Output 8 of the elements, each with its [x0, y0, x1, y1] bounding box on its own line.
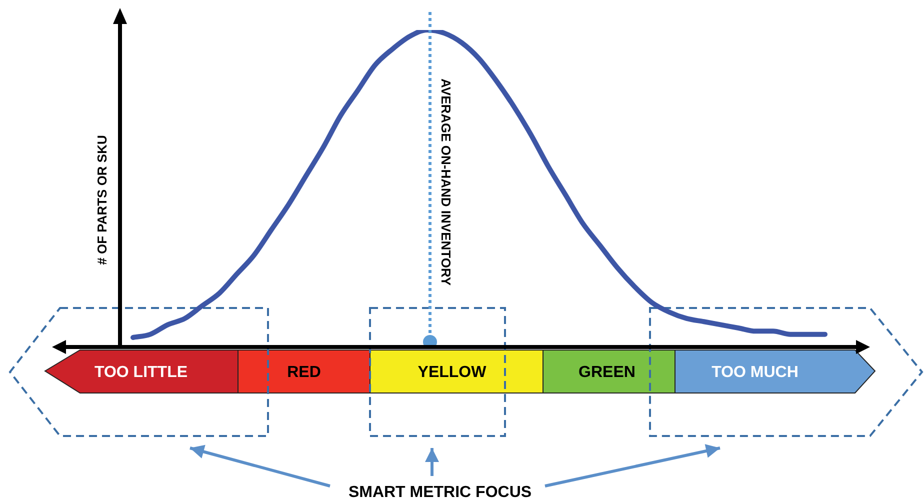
annotation: AVERAGE ON-HAND INVENTORY: [438, 78, 454, 286]
text: SMART METRIC FOCUS: [348, 484, 532, 502]
text: TOO LITTLE: [94, 364, 188, 382]
text: RED: [287, 364, 321, 382]
y-axis-title: # OF PARTS OR SKU: [94, 135, 110, 265]
text: TOO MUCH: [712, 364, 798, 382]
text: GREEN: [578, 364, 636, 382]
text: YELLOW: [418, 364, 486, 382]
